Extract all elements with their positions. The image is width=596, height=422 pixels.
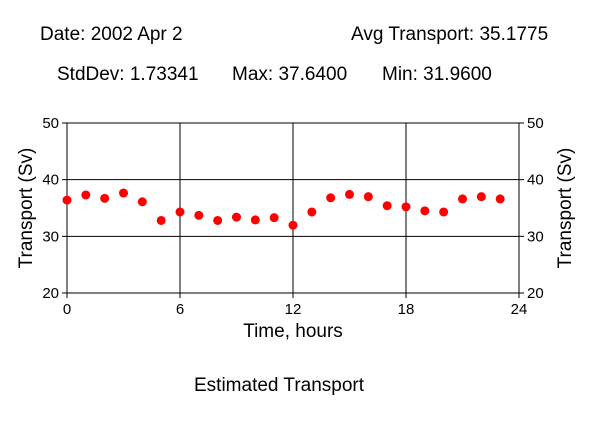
y-tick-label-right: 50 xyxy=(527,115,544,132)
data-point xyxy=(156,215,166,225)
y-tick-label-right: 20 xyxy=(527,285,544,302)
y-tick-label-right: 40 xyxy=(527,172,544,189)
data-point xyxy=(119,188,128,198)
min-label: Min: 31.9600 xyxy=(382,64,492,85)
data-point xyxy=(250,215,260,225)
y-tick-label-right: 30 xyxy=(527,228,544,245)
max-label: Max: 37.6400 xyxy=(232,64,348,85)
data-point xyxy=(307,207,317,217)
data-point xyxy=(194,210,204,220)
data-point xyxy=(326,193,336,203)
x-axis-label: Time, hours xyxy=(243,321,343,342)
y-tick-label-left: 40 xyxy=(42,172,59,189)
y-tick-label-left: 20 xyxy=(42,285,59,302)
x-tick-label: 18 xyxy=(398,301,415,318)
date-label: Date: 2002 Apr 2 xyxy=(40,24,183,45)
data-point xyxy=(100,193,110,203)
data-point xyxy=(288,220,298,230)
chart-caption: Estimated Transport xyxy=(194,375,365,396)
data-point xyxy=(476,192,486,202)
data-point xyxy=(232,212,241,222)
x-tick-label: 12 xyxy=(285,301,302,318)
data-point xyxy=(363,192,373,202)
stddev-label: StdDev: 1.73341 xyxy=(57,64,199,85)
grid-layer xyxy=(67,123,519,293)
x-tick-label: 0 xyxy=(63,301,71,318)
data-point xyxy=(213,215,223,225)
data-point xyxy=(269,213,279,223)
data-point xyxy=(401,202,411,212)
data-point xyxy=(345,189,354,199)
y-tick-label-left: 50 xyxy=(42,115,59,132)
y-axis-label-left: Transport (Sv) xyxy=(16,148,37,269)
data-point xyxy=(175,207,185,217)
data-point xyxy=(420,206,430,216)
data-point xyxy=(382,201,392,211)
x-tick-label: 6 xyxy=(176,301,184,318)
data-point xyxy=(62,195,72,205)
data-point xyxy=(495,194,505,204)
data-point xyxy=(137,197,147,207)
data-point xyxy=(439,207,449,217)
y-tick-label-left: 30 xyxy=(42,228,59,245)
data-points xyxy=(62,188,505,230)
data-point xyxy=(458,194,467,204)
y-axis-label-right: Transport (Sv) xyxy=(555,148,576,269)
x-tick-label: 24 xyxy=(511,301,528,318)
data-point xyxy=(81,190,91,200)
avg-transport-label: Avg Transport: 35.1775 xyxy=(351,24,549,45)
